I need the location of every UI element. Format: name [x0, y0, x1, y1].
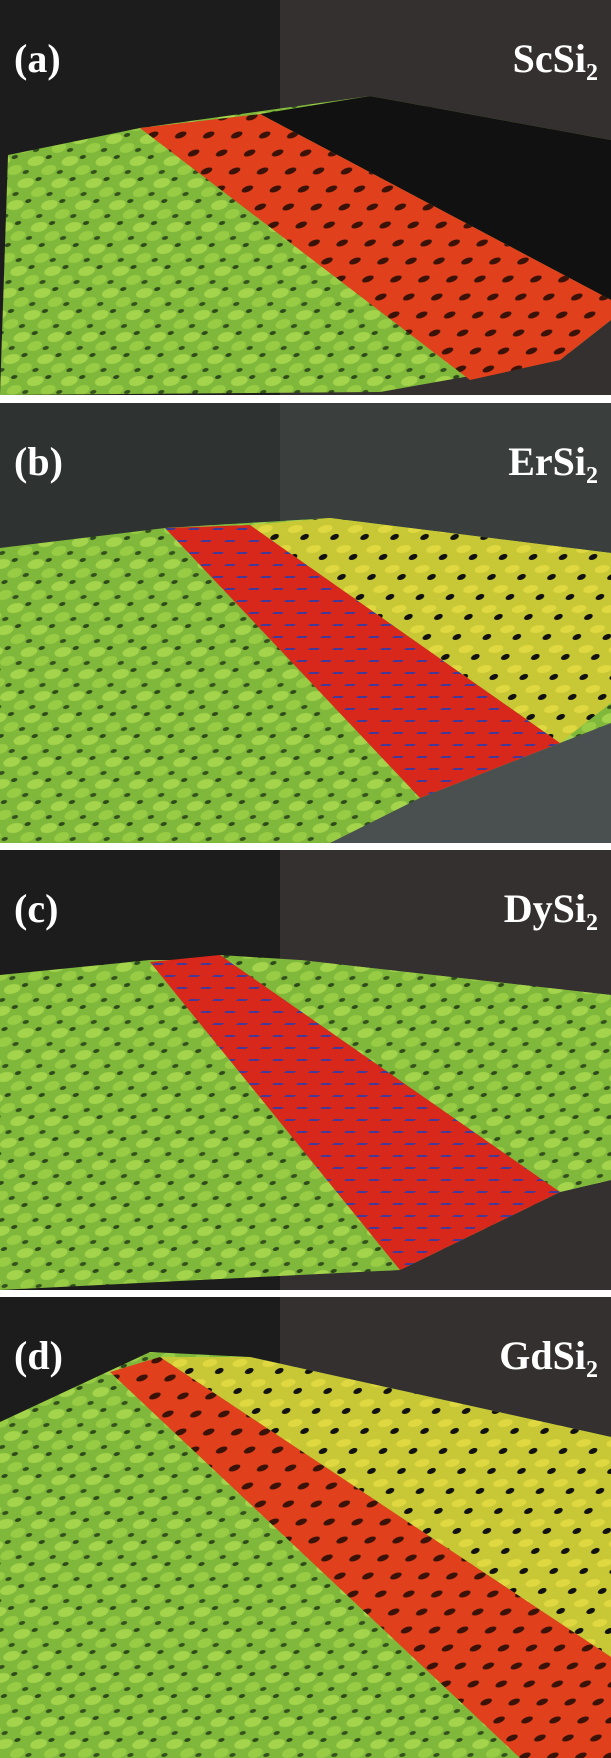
- figure: (a)ScSi2(b)ErSi2(c)DySi2(d)GdSi2: [0, 0, 611, 1758]
- material-subscript: 2: [586, 1357, 598, 1383]
- panel: (d) GdSi2: [0, 1297, 611, 1758]
- panel: (b) ErSi2: [0, 403, 611, 843]
- panel-material: ScSi2: [513, 36, 598, 86]
- panel-material: DySi2: [504, 886, 598, 936]
- panel-label: (a): [14, 36, 61, 81]
- material-subscript: 2: [586, 910, 598, 936]
- material-subscript: 2: [586, 60, 598, 86]
- material-name: ScSi: [513, 36, 586, 81]
- material-name: GdSi: [499, 1333, 586, 1378]
- material-name: DySi: [504, 886, 586, 931]
- panel-label: (b): [14, 439, 63, 484]
- panel-label: (d): [14, 1333, 63, 1378]
- material-subscript: 2: [586, 463, 598, 489]
- panel: (a) ScSi2: [0, 0, 611, 395]
- panel-material: ErSi2: [508, 439, 598, 489]
- panel: (c) DySi2: [0, 850, 611, 1290]
- panel-material: GdSi2: [499, 1333, 598, 1383]
- material-name: ErSi: [508, 439, 586, 484]
- panel-label: (c): [14, 886, 58, 931]
